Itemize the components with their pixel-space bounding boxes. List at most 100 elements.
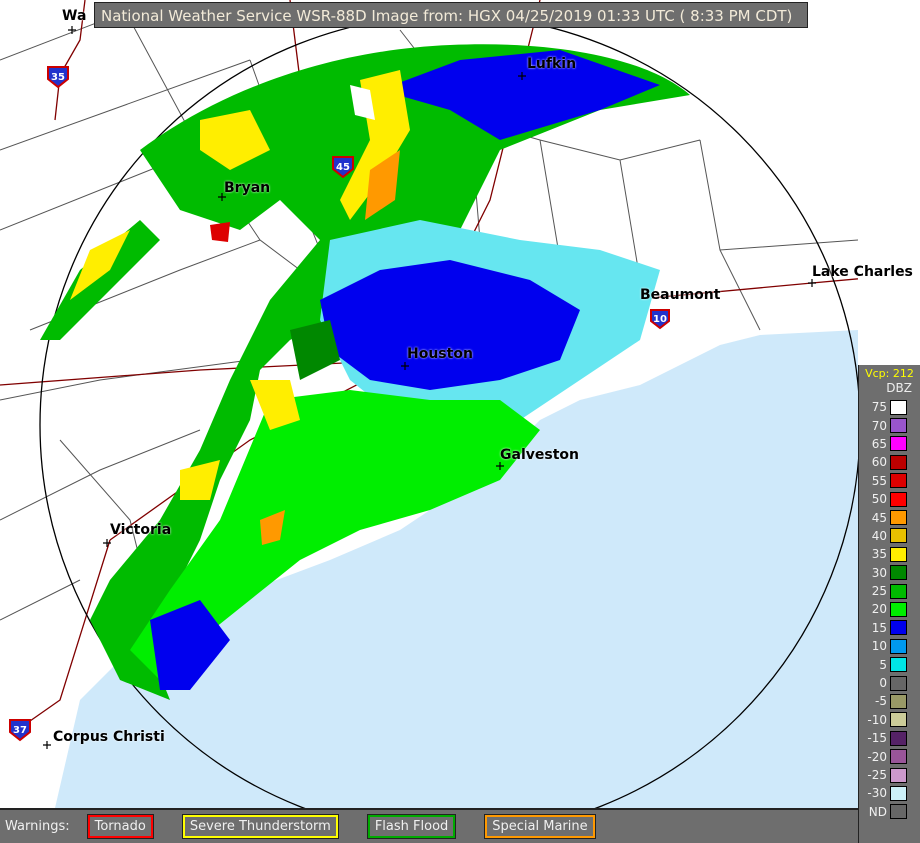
interstate-45-label: 45 (336, 162, 350, 173)
legend-swatch (890, 436, 907, 452)
interstate-45-shield: 45 (332, 156, 354, 179)
legend-rows: 75 70 65 60 55 50 45 40 35 30 25 20 15 10 5 0 -5 -10 -15 -2… (859, 398, 920, 821)
legend-swatch (890, 712, 907, 728)
city-label-victoria: Victoria (110, 522, 172, 538)
image-title: National Weather Service WSR-88D Image f… (94, 2, 808, 28)
legend-value: 50 (871, 492, 887, 507)
city-markers (43, 26, 816, 749)
legend-item: 50 (859, 490, 920, 508)
legend-swatch (890, 473, 907, 489)
legend-item: 0 (859, 674, 920, 692)
legend-item: -15 (859, 729, 920, 747)
legend-value: 30 (871, 565, 887, 580)
legend-value: 55 (871, 473, 887, 488)
legend-swatch (890, 675, 907, 691)
legend-value: -25 (867, 768, 887, 782)
legend-value: 10 (871, 639, 887, 654)
city-label-beaumont: Beaumont (640, 287, 721, 303)
city-label-lufkin: Lufkin (527, 56, 577, 72)
legend-item: 75 (859, 398, 920, 416)
legend-value: 70 (871, 418, 887, 433)
dbz-legend: Vcp: 212 DBZ 75 70 65 60 55 50 45 40 35 30 25 20 15 1… (858, 365, 920, 843)
legend-item: 15 (859, 619, 920, 637)
legend-swatch (890, 638, 907, 654)
interstate-37-label: 37 (13, 725, 27, 736)
legend-item: 25 (859, 582, 920, 600)
legend-item: 5 (859, 655, 920, 673)
legend-item: 40 (859, 527, 920, 545)
radar-map[interactable]: 35 45 10 37 (0, 0, 858, 808)
city-label-lake-charles: Lake Charles (812, 264, 913, 280)
legend-swatch (890, 583, 907, 599)
city-label-bryan: Bryan (224, 180, 271, 196)
legend-swatch (890, 454, 907, 470)
radar-echoes (40, 44, 690, 701)
legend-item: -10 (859, 711, 920, 729)
legend-value: -10 (867, 712, 887, 727)
city-label-corpus-christi: Corpus Christi (53, 729, 165, 745)
vcp-label: Vcp: 212 (865, 367, 914, 380)
legend-value: 45 (871, 510, 887, 525)
legend-swatch (890, 399, 907, 415)
legend-item: 70 (859, 416, 920, 434)
legend-item: 60 (859, 453, 920, 471)
special-marine-warning-button[interactable]: Special Marine (484, 814, 596, 839)
legend-item: -30 (859, 784, 920, 802)
legend-item: 55 (859, 472, 920, 490)
warnings-bar: Warnings: Tornado Severe Thunderstorm Fl… (0, 808, 858, 843)
legend-value: -30 (867, 786, 887, 801)
legend-value: 15 (871, 620, 887, 635)
interstate-shields: 35 45 10 37 (9, 66, 670, 742)
severe-thunderstorm-warning-button[interactable]: Severe Thunderstorm (181, 814, 339, 839)
legend-unit: DBZ (886, 381, 912, 395)
interstate-10-label: 10 (653, 314, 667, 325)
warnings-label: Warnings: (5, 819, 70, 834)
legend-item: 65 (859, 435, 920, 453)
legend-value: -5 (875, 694, 887, 709)
legend-swatch (890, 657, 907, 673)
interstate-10-shield: 10 (650, 309, 670, 330)
flash-flood-warning-button[interactable]: Flash Flood (366, 814, 457, 839)
legend-swatch (890, 546, 907, 562)
legend-item: -20 (859, 747, 920, 765)
legend-swatch (890, 491, 907, 507)
legend-item: -5 (859, 692, 920, 710)
gulf-of-mexico (55, 330, 858, 808)
legend-value: 0 (879, 676, 887, 691)
city-label-wa: Wa (62, 8, 87, 24)
legend-value: 25 (871, 584, 887, 599)
legend-swatch (890, 528, 907, 544)
legend-value: 20 (871, 602, 887, 617)
legend-swatch (890, 601, 907, 617)
legend-value: 75 (871, 400, 887, 415)
legend-swatch (890, 785, 907, 801)
interstate-37-shield: 37 (9, 719, 31, 742)
legend-value: -15 (867, 731, 887, 746)
legend-value: ND (868, 804, 887, 819)
legend-swatch (890, 418, 907, 434)
legend-item: ND (859, 803, 920, 821)
tornado-warning-button[interactable]: Tornado (86, 814, 154, 839)
legend-swatch (890, 804, 907, 820)
legend-value: 40 (871, 528, 887, 543)
legend-item: 30 (859, 564, 920, 582)
legend-item: -25 (859, 766, 920, 784)
legend-value: 60 (871, 455, 887, 470)
legend-swatch (890, 767, 907, 783)
interstate-35-shield: 35 (47, 66, 69, 89)
legend-swatch (890, 730, 907, 746)
legend-item: 10 (859, 637, 920, 655)
legend-value: -20 (867, 749, 887, 764)
legend-swatch (890, 565, 907, 581)
legend-swatch (890, 510, 907, 526)
legend-item: 45 (859, 508, 920, 526)
legend-swatch (890, 693, 907, 709)
legend-value: 35 (871, 547, 887, 562)
city-label-galveston: Galveston (500, 447, 579, 463)
legend-value: 65 (871, 436, 887, 451)
legend-value: 5 (879, 657, 887, 672)
legend-swatch (890, 749, 907, 765)
legend-item: 20 (859, 600, 920, 618)
city-label-houston: Houston (407, 346, 473, 362)
